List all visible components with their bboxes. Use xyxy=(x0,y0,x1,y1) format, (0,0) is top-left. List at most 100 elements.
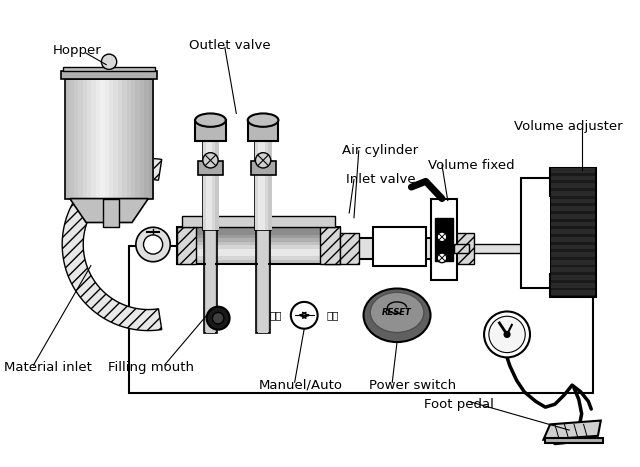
Bar xyxy=(454,244,468,253)
Bar xyxy=(122,79,127,198)
Bar xyxy=(148,79,154,198)
Bar xyxy=(177,259,340,264)
Bar xyxy=(198,161,223,175)
Bar xyxy=(551,229,595,234)
Bar xyxy=(177,255,340,260)
Bar xyxy=(78,79,84,198)
Bar xyxy=(118,79,124,198)
Bar xyxy=(522,177,552,288)
Bar xyxy=(551,191,595,196)
Bar xyxy=(206,139,210,230)
Bar xyxy=(204,229,217,333)
Bar xyxy=(65,79,70,198)
Bar xyxy=(215,139,219,230)
Polygon shape xyxy=(543,421,601,439)
Bar xyxy=(454,233,474,264)
Bar xyxy=(131,79,136,198)
Bar xyxy=(551,275,595,280)
Bar xyxy=(100,79,106,198)
Bar xyxy=(340,238,468,259)
Bar xyxy=(551,176,595,180)
Bar xyxy=(140,79,145,198)
Circle shape xyxy=(203,153,218,168)
Bar xyxy=(96,79,101,198)
Bar xyxy=(264,139,269,230)
Circle shape xyxy=(136,227,170,262)
Bar xyxy=(63,67,155,71)
Bar xyxy=(177,227,196,264)
Bar xyxy=(550,168,596,297)
Circle shape xyxy=(504,332,510,337)
Bar xyxy=(203,139,207,230)
Ellipse shape xyxy=(364,289,431,342)
Bar xyxy=(325,233,340,264)
Bar xyxy=(259,229,268,333)
Bar xyxy=(74,79,79,198)
Bar xyxy=(182,216,335,227)
Bar xyxy=(177,234,340,238)
Bar xyxy=(259,139,262,230)
Bar xyxy=(458,244,536,253)
Text: Inlet valve: Inlet valve xyxy=(346,173,416,186)
Bar xyxy=(144,79,150,198)
Circle shape xyxy=(437,232,447,241)
Text: Manuel/Auto: Manuel/Auto xyxy=(259,379,342,392)
Bar xyxy=(177,252,340,256)
Bar xyxy=(136,79,141,198)
Bar xyxy=(340,233,359,264)
Bar xyxy=(551,221,595,226)
Bar xyxy=(551,260,595,265)
Bar xyxy=(65,79,153,198)
Text: Material inlet: Material inlet xyxy=(4,361,92,375)
Bar xyxy=(262,139,266,230)
Bar xyxy=(129,247,593,393)
Bar xyxy=(212,139,216,230)
Bar xyxy=(140,233,147,252)
Bar xyxy=(524,197,550,273)
Bar xyxy=(177,248,340,253)
Bar xyxy=(373,227,426,266)
Text: Power switch: Power switch xyxy=(369,379,456,392)
Bar xyxy=(177,241,340,246)
Bar xyxy=(83,79,88,198)
Polygon shape xyxy=(545,438,603,444)
Bar xyxy=(113,79,119,198)
Polygon shape xyxy=(62,158,162,331)
Bar xyxy=(551,237,595,241)
Bar xyxy=(551,283,595,288)
Circle shape xyxy=(255,153,271,168)
Bar xyxy=(551,290,595,295)
Bar xyxy=(551,252,595,257)
Bar xyxy=(61,71,157,79)
Bar xyxy=(551,198,595,203)
Bar xyxy=(321,227,340,264)
Circle shape xyxy=(212,312,224,324)
Bar xyxy=(109,79,115,198)
Text: Volume adjuster: Volume adjuster xyxy=(514,120,622,133)
Circle shape xyxy=(437,253,447,262)
Bar xyxy=(209,139,213,230)
Circle shape xyxy=(484,311,530,357)
Bar xyxy=(257,229,270,333)
Ellipse shape xyxy=(248,113,278,127)
Bar xyxy=(435,218,452,261)
Text: Air cylinder: Air cylinder xyxy=(342,144,419,157)
Bar xyxy=(431,198,458,280)
Bar xyxy=(551,214,595,219)
Text: Foot pedal: Foot pedal xyxy=(424,398,493,411)
Bar xyxy=(551,206,595,211)
Bar xyxy=(177,227,340,264)
Bar xyxy=(177,226,340,231)
Bar xyxy=(177,230,340,234)
Bar xyxy=(70,79,75,198)
Bar xyxy=(255,139,259,230)
Bar xyxy=(87,79,92,198)
Bar xyxy=(177,237,340,242)
Bar xyxy=(205,229,215,333)
Circle shape xyxy=(143,235,163,254)
Bar xyxy=(268,139,272,230)
Bar xyxy=(551,183,595,188)
Text: Hopper: Hopper xyxy=(52,44,101,57)
Bar xyxy=(255,139,271,230)
Bar xyxy=(551,245,595,249)
